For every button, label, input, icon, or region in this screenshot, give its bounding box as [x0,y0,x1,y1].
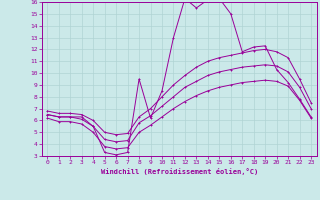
X-axis label: Windchill (Refroidissement éolien,°C): Windchill (Refroidissement éolien,°C) [100,168,258,175]
